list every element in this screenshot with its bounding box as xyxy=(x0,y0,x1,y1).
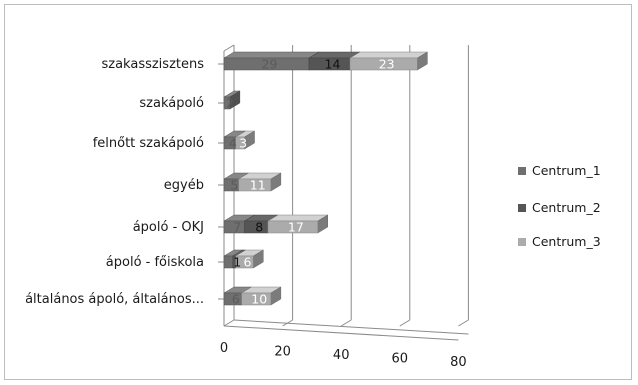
bar-front-5-0 xyxy=(223,255,234,269)
category-label-0: szakasszisztens xyxy=(101,57,204,72)
floor-back-edge xyxy=(233,319,469,335)
bar-2-2 xyxy=(234,130,256,150)
bar-0-2 xyxy=(349,51,429,71)
category-label-5: ápoló - főiskola xyxy=(106,255,204,270)
bar-front-6-2 xyxy=(241,292,272,306)
legend-label-2: Centrum_3 xyxy=(532,234,601,249)
bar-front-2-2 xyxy=(235,136,245,150)
data-label-6-2: 10 xyxy=(251,292,267,307)
x-tick-label-0: 0 xyxy=(220,341,228,356)
legend-swatch-1 xyxy=(518,204,526,212)
bar-3-2 xyxy=(237,172,282,192)
bar-front-1-0 xyxy=(223,96,231,110)
legend-swatch-0 xyxy=(518,167,526,175)
bar-front-3-2 xyxy=(238,178,272,192)
legend: Centrum_1 Centrum_2 Centrum_3 xyxy=(518,163,601,249)
bar-layer xyxy=(223,51,429,306)
bar-front-4-2 xyxy=(267,220,319,234)
floor-tick-2 xyxy=(340,319,352,327)
data-label-2-0: 4 xyxy=(229,136,237,151)
bar-1-0 xyxy=(223,90,241,110)
x-tick-label-3: 60 xyxy=(392,352,409,367)
x-tick-label-4: 80 xyxy=(450,355,467,370)
data-label-0-1: 14 xyxy=(325,57,341,72)
bar-5-2 xyxy=(234,249,265,269)
bar-front-5-2 xyxy=(235,255,254,269)
bar-6-2 xyxy=(240,286,282,306)
data-label-0-2: 23 xyxy=(379,57,395,72)
data-label-5-1: 1 xyxy=(233,255,241,270)
category-label-2: felnőtt szakápoló xyxy=(93,136,204,151)
data-label-4-1: 8 xyxy=(255,220,263,235)
label-layer: szakasszisztens szakápoló felnőtt szakápol… xyxy=(25,57,467,371)
data-label-6-0: 6 xyxy=(232,292,240,307)
floor-tick-0 xyxy=(223,319,235,327)
data-label-4-2: 17 xyxy=(288,220,304,235)
floor-front-edge xyxy=(223,325,459,341)
floor-tick-4 xyxy=(458,319,469,327)
data-label-1-0: 2 xyxy=(226,96,234,111)
data-label-4-0: 7 xyxy=(233,220,241,235)
category-label-4: ápoló - OKJ xyxy=(133,220,204,235)
data-label-0-0: 29 xyxy=(262,57,278,72)
category-label-6: általános ápoló, általános... xyxy=(25,292,204,307)
floor-tick-3 xyxy=(399,319,411,327)
left-wall-top xyxy=(223,44,235,52)
legend-label-0: Centrum_1 xyxy=(532,163,601,178)
legend-swatch-2 xyxy=(518,238,526,246)
category-label-3: egyéb xyxy=(164,178,204,193)
category-label-1: szakápoló xyxy=(139,96,204,111)
bar-front-0-2 xyxy=(349,57,418,71)
legend-label-1: Centrum_2 xyxy=(532,200,601,215)
data-label-3-0: 5 xyxy=(230,178,238,193)
x-tick-label-1: 20 xyxy=(274,345,291,360)
bar-4-2 xyxy=(267,214,329,234)
data-label-3-2: 11 xyxy=(250,178,266,193)
data-label-5-2: 6 xyxy=(244,255,252,270)
data-label-2-2: 3 xyxy=(239,136,247,151)
x-tick-label-2: 40 xyxy=(333,348,350,363)
